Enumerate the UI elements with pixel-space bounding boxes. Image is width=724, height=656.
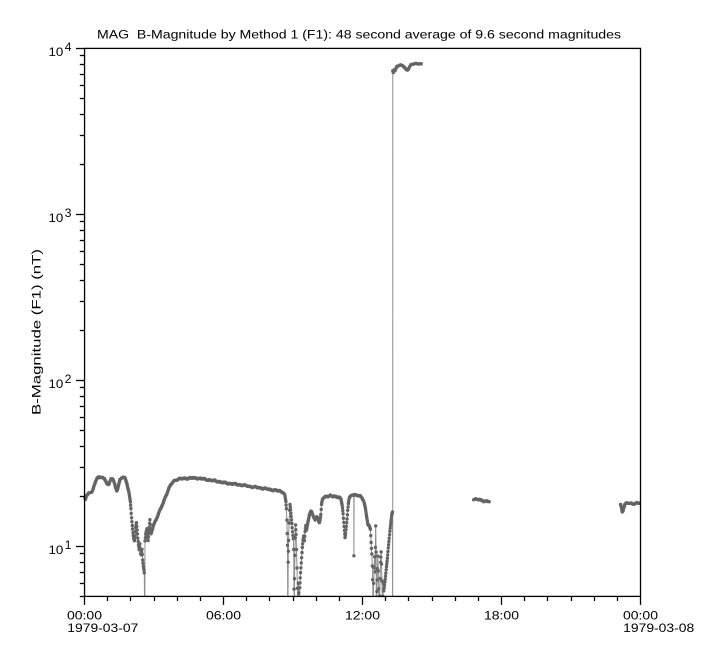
svg-text:18:00: 18:00 bbox=[484, 609, 519, 623]
svg-text:10: 10 bbox=[49, 543, 64, 557]
svg-text:1979-03-08: 1979-03-08 bbox=[623, 621, 694, 635]
svg-text:1: 1 bbox=[65, 538, 72, 552]
svg-text:B-Magnitude (F1) (nT): B-Magnitude (F1) (nT) bbox=[30, 249, 44, 415]
svg-text:00:00: 00:00 bbox=[623, 609, 658, 623]
svg-text:1979-03-07: 1979-03-07 bbox=[67, 621, 138, 635]
svg-text:10: 10 bbox=[49, 211, 64, 225]
svg-text:4: 4 bbox=[65, 40, 72, 54]
svg-text:2: 2 bbox=[65, 372, 72, 386]
svg-text:00:00: 00:00 bbox=[67, 609, 102, 623]
svg-text:10: 10 bbox=[49, 45, 64, 59]
svg-text:MAG B-Magnitude by Method 1 (: MAG B-Magnitude by Method 1 (F1): 48 sec… bbox=[97, 27, 621, 41]
svg-text:3: 3 bbox=[65, 206, 72, 220]
svg-text:10: 10 bbox=[49, 377, 64, 391]
svg-text:12:00: 12:00 bbox=[345, 609, 380, 623]
svg-text:06:00: 06:00 bbox=[206, 609, 241, 623]
